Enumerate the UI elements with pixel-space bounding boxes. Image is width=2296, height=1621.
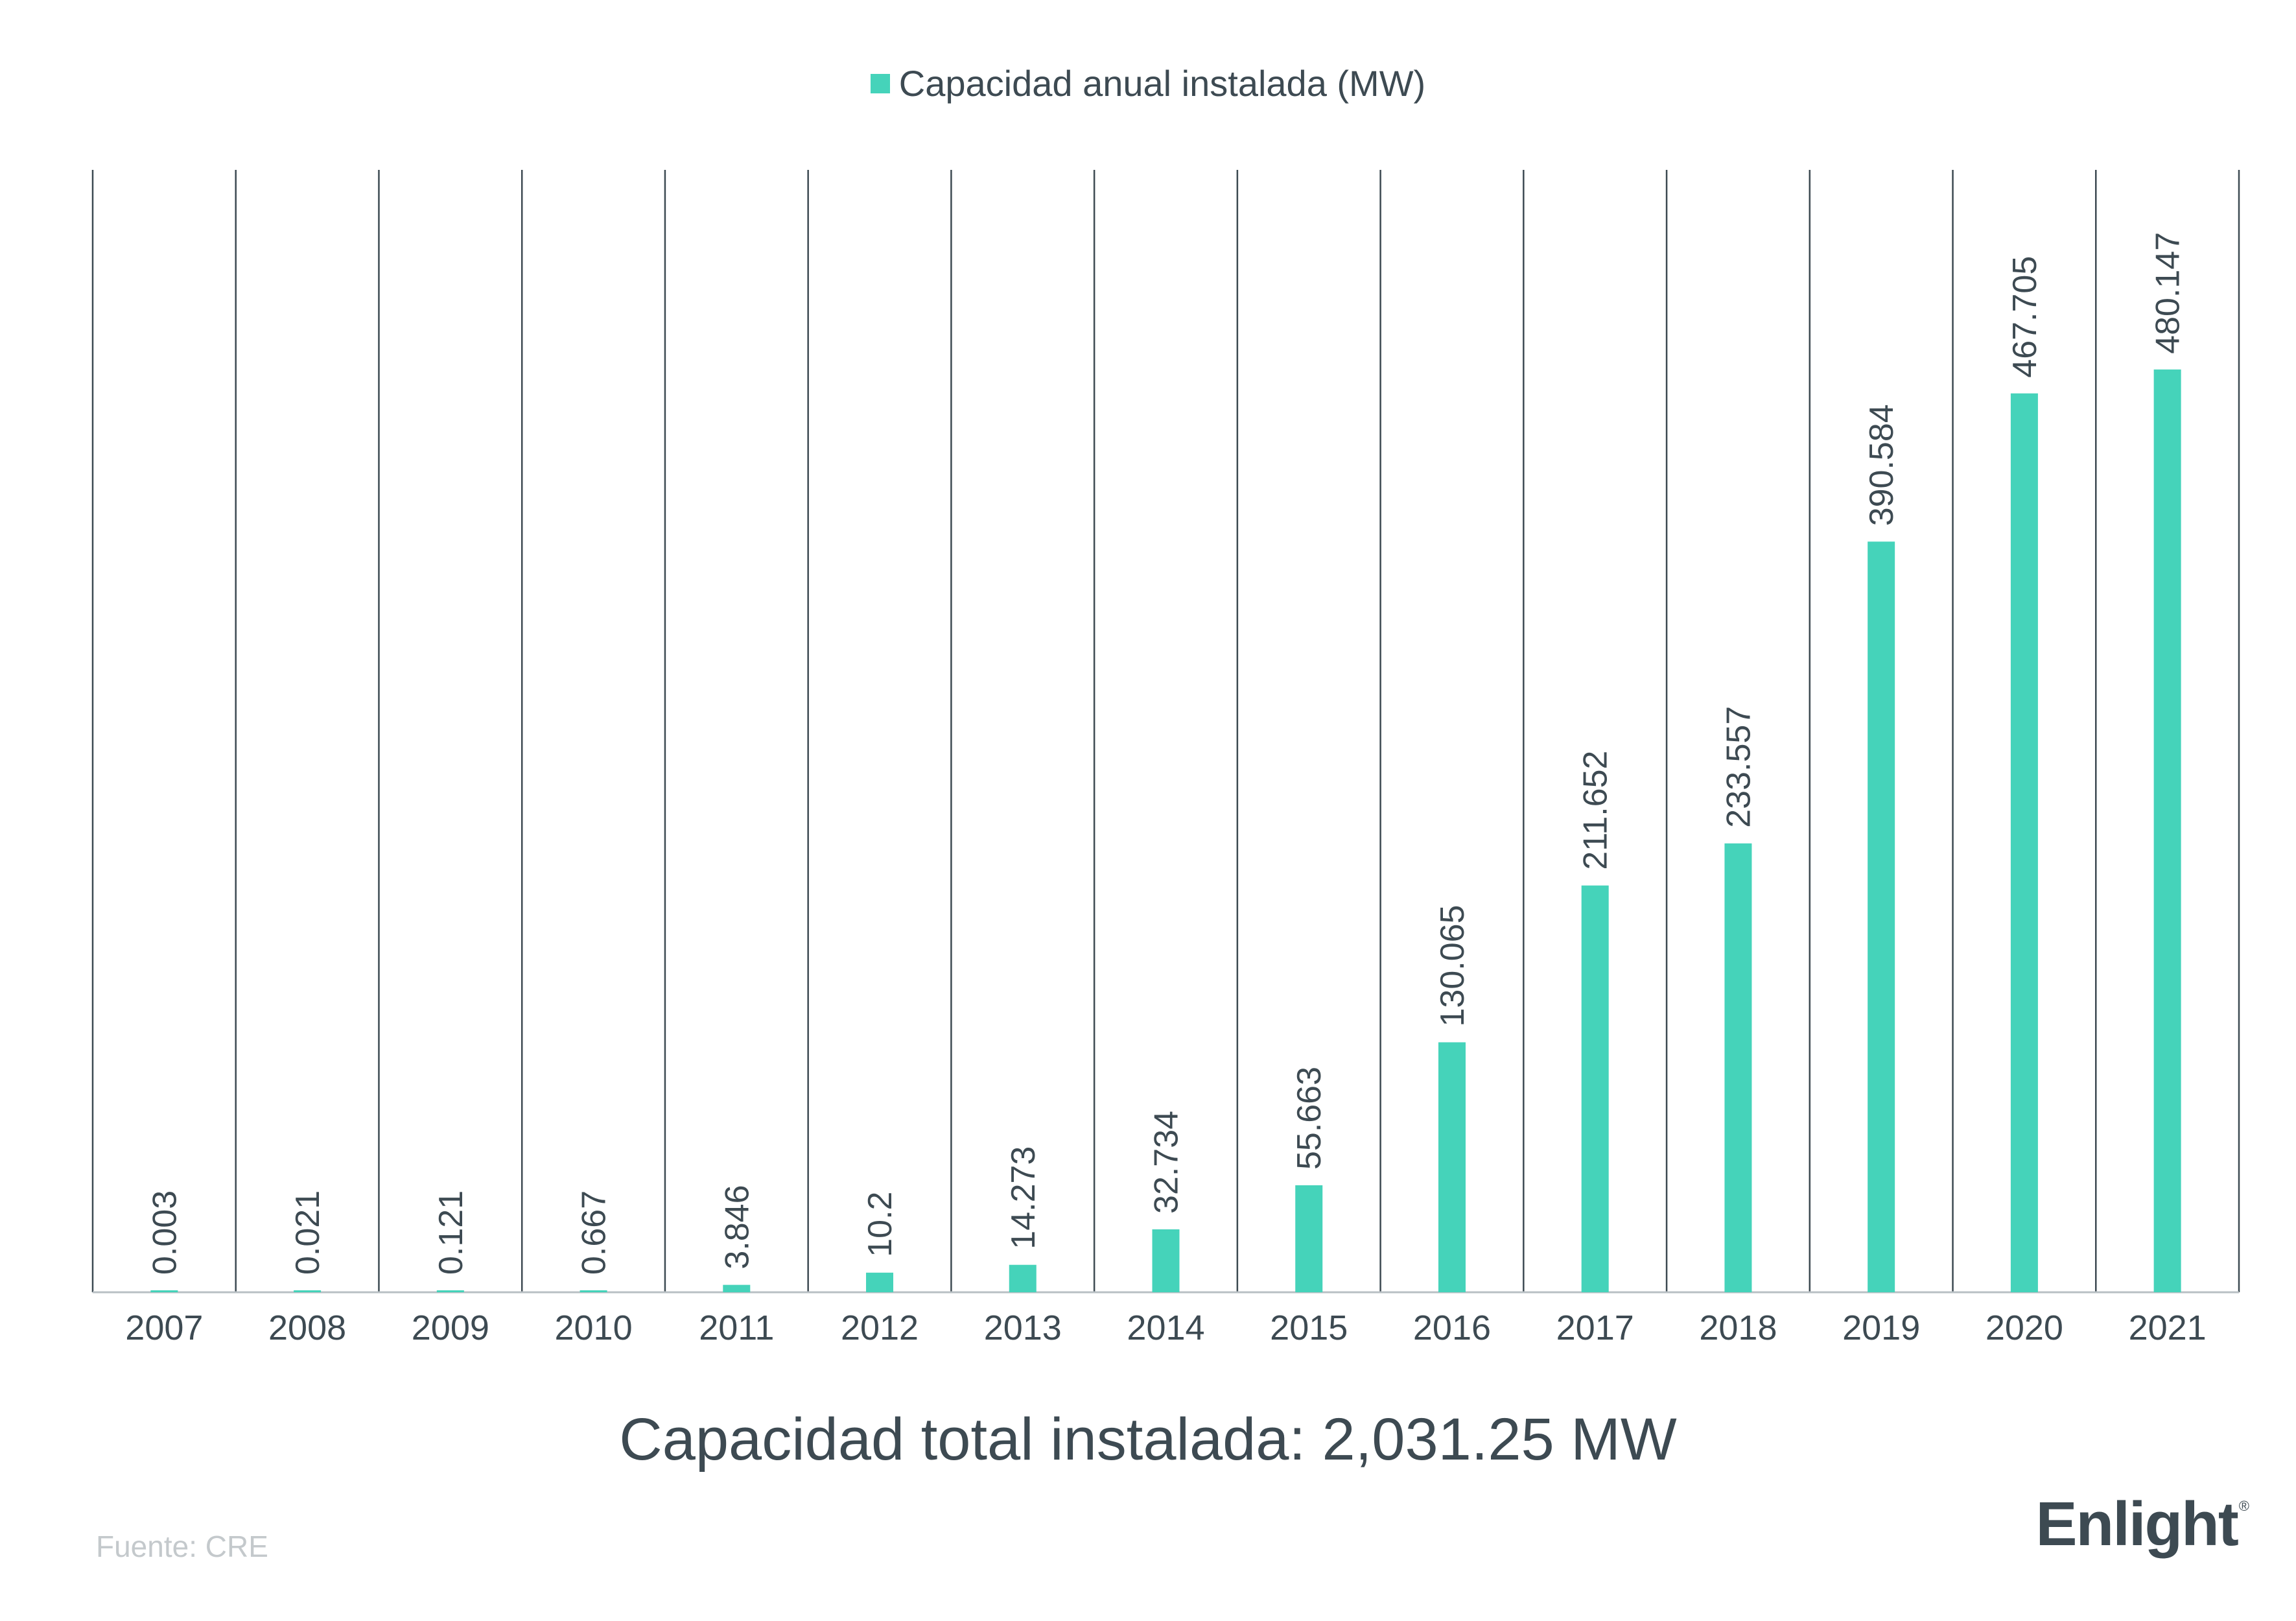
x-tick-label-2014: 2014 (1127, 1308, 1204, 1347)
bar-2009 (436, 1290, 464, 1292)
bar-2010 (580, 1290, 607, 1292)
bar-2013 (1009, 1264, 1037, 1292)
bar-2017 (1581, 885, 1609, 1292)
x-tick-label-2007: 2007 (125, 1308, 203, 1347)
x-tick-label-2013: 2013 (984, 1308, 1062, 1347)
data-label-2016: 130.065 (1434, 905, 1471, 1027)
data-label-2011: 3.846 (718, 1185, 756, 1269)
bar-2016 (1438, 1042, 1466, 1292)
data-label-2014: 32.734 (1148, 1111, 1186, 1214)
x-tick-label-2019: 2019 (1842, 1308, 1920, 1347)
x-tick-label-2021: 2021 (2129, 1308, 2207, 1347)
x-tick-label-2012: 2012 (841, 1308, 919, 1347)
x-tick-label-2010: 2010 (554, 1308, 632, 1347)
x-tick-label-2015: 2015 (1270, 1308, 1348, 1347)
data-label-2019: 390.584 (1863, 404, 1901, 526)
x-tick-label-2016: 2016 (1413, 1308, 1491, 1347)
data-label-2007: 0.003 (146, 1190, 183, 1275)
bar-2015 (1295, 1185, 1323, 1292)
data-label-2012: 10.2 (861, 1192, 899, 1257)
legend-label: Capacidad anual instalada (MW) (898, 63, 1426, 104)
bar-2014 (1152, 1229, 1180, 1292)
data-label-2015: 55.663 (1291, 1067, 1328, 1170)
data-label-2010: 0.667 (576, 1190, 613, 1275)
bar-2020 (2010, 393, 2038, 1293)
data-label-2017: 211.652 (1577, 751, 1615, 870)
total-capacity-caption: Capacidad total instalada: 2,031.25 MW (619, 1406, 1677, 1473)
x-tick-label-2008: 2008 (268, 1308, 346, 1347)
x-tick-label-2017: 2017 (1556, 1308, 1634, 1347)
bar-2021 (2153, 369, 2181, 1292)
x-tick-label-2020: 2020 (1986, 1308, 2063, 1347)
bar-2007 (150, 1290, 178, 1292)
bar-2018 (1724, 843, 1752, 1292)
data-label-2020: 467.705 (2006, 256, 2044, 378)
bar-2012 (866, 1272, 894, 1292)
source-note: Fuente: CRE (96, 1530, 268, 1563)
chart-legend: Capacidad anual instalada (MW) (0, 62, 2296, 104)
legend-swatch (870, 73, 890, 93)
brand-text: Enlight (2035, 1489, 2239, 1559)
x-tick-label-2009: 2009 (412, 1308, 489, 1347)
registered-mark: ® (2238, 1498, 2249, 1514)
bar-2008 (294, 1290, 322, 1292)
x-tick-label-2018: 2018 (1699, 1308, 1777, 1347)
data-label-2018: 233.557 (1720, 706, 1757, 828)
x-tick-label-2011: 2011 (699, 1308, 774, 1347)
enlight-logo: Enlight® (2035, 1489, 2250, 1560)
data-label-2009: 0.121 (432, 1190, 470, 1275)
data-label-2008: 0.021 (289, 1190, 327, 1275)
data-label-2013: 14.273 (1005, 1146, 1042, 1249)
bar-2011 (723, 1284, 751, 1292)
bar-2019 (1868, 541, 1895, 1292)
data-label-2021: 480.147 (2150, 232, 2187, 354)
